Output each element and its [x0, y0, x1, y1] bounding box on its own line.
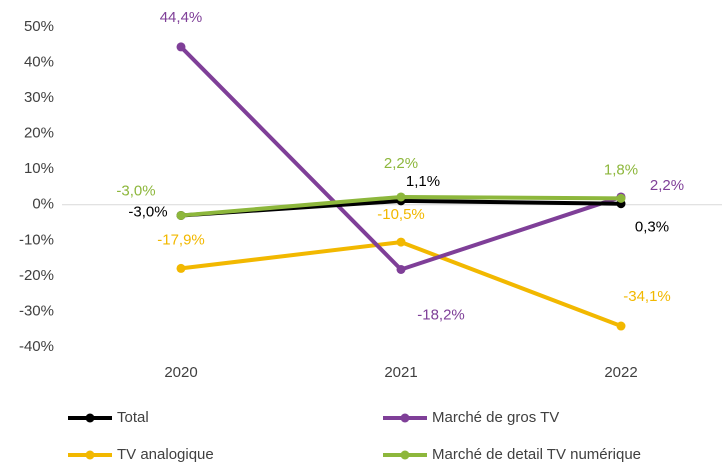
data-label: -17,9%: [157, 231, 205, 248]
x-tick-label: 2021: [384, 364, 417, 381]
y-tick-label: -10%: [19, 231, 54, 248]
data-label: -3,0%: [116, 182, 155, 199]
data-point: [396, 264, 406, 274]
y-tick-label: -30%: [19, 302, 54, 319]
y-tick-label: 50%: [24, 18, 54, 35]
data-label: -34,1%: [623, 288, 671, 305]
data-point: [396, 192, 406, 202]
data-point: [176, 42, 186, 52]
data-point: [176, 210, 186, 220]
legend-marker: [85, 413, 95, 423]
legend-marker: [400, 450, 410, 460]
data-label: 0,3%: [635, 219, 669, 236]
y-tick-label: 10%: [24, 160, 54, 177]
x-tick-label: 2022: [604, 364, 637, 381]
data-point: [176, 263, 186, 273]
y-tick-label: -20%: [19, 267, 54, 284]
series-line: [180, 240, 622, 328]
data-label: 44,4%: [160, 9, 203, 26]
data-label: 2,2%: [384, 155, 418, 172]
legend-label: Total: [117, 409, 149, 426]
data-point: [616, 321, 626, 331]
legend-marker: [400, 413, 410, 423]
y-tick-label: 0%: [32, 196, 54, 213]
legend-label: Marché de gros TV: [432, 409, 559, 426]
legend-label: Marché de detail TV numérique: [432, 446, 641, 463]
data-point: [396, 237, 406, 247]
data-point: [616, 193, 626, 203]
data-label: -18,2%: [417, 306, 465, 323]
data-label: 1,1%: [406, 173, 440, 190]
legend-label: TV analogique: [117, 446, 214, 463]
legend-marker: [85, 450, 95, 460]
data-label: 1,8%: [604, 161, 638, 178]
data-label: 2,2%: [650, 177, 684, 194]
y-tick-label: 20%: [24, 125, 54, 142]
data-label: -10,5%: [377, 206, 425, 223]
y-tick-label: -40%: [19, 338, 54, 355]
y-tick-label: 40%: [24, 54, 54, 71]
x-tick-label: 2020: [164, 364, 197, 381]
y-tick-label: 30%: [24, 89, 54, 106]
data-label: -3,0%: [128, 203, 167, 220]
